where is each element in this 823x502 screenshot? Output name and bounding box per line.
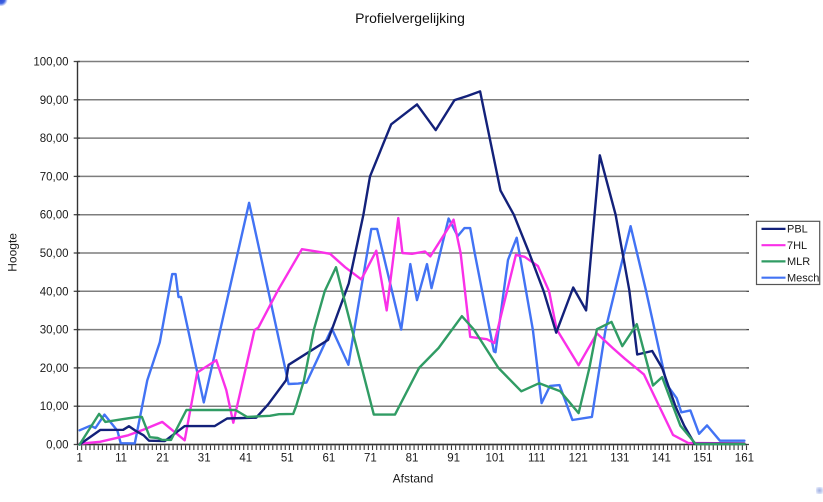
svg-text:71: 71	[364, 453, 377, 465]
svg-text:21: 21	[156, 453, 169, 465]
svg-text:80,00: 80,00	[40, 133, 69, 145]
svg-text:30,00: 30,00	[40, 325, 69, 337]
svg-text:31: 31	[198, 453, 211, 465]
svg-text:121: 121	[569, 453, 588, 465]
svg-text:60,00: 60,00	[40, 210, 69, 222]
svg-text:111: 111	[528, 453, 545, 465]
svg-text:MLR: MLR	[787, 256, 810, 268]
svg-text:Hoogte: Hoogte	[6, 233, 20, 272]
svg-text:81: 81	[406, 453, 419, 465]
svg-text:10,00: 10,00	[40, 401, 69, 413]
svg-text:Mesch: Mesch	[787, 273, 819, 285]
svg-text:100,00: 100,00	[33, 57, 68, 69]
svg-text:151: 151	[693, 453, 712, 465]
svg-text:161: 161	[735, 453, 754, 465]
svg-text:91: 91	[447, 453, 460, 465]
svg-text:70,00: 70,00	[40, 171, 69, 183]
svg-text:0,00: 0,00	[46, 440, 68, 452]
svg-text:PBL: PBL	[787, 224, 808, 236]
svg-text:90,00: 90,00	[40, 95, 69, 107]
svg-text:131: 131	[610, 453, 629, 465]
svg-text:1: 1	[76, 453, 82, 465]
svg-text:101: 101	[486, 453, 505, 465]
svg-text:11: 11	[115, 453, 127, 465]
svg-text:51: 51	[281, 453, 294, 465]
svg-text:20,00: 20,00	[40, 363, 69, 375]
svg-text:Afstand: Afstand	[393, 472, 434, 486]
svg-text:41: 41	[239, 453, 252, 465]
svg-text:Profielvergelijking: Profielvergelijking	[355, 10, 465, 26]
svg-text:7HL: 7HL	[787, 240, 807, 252]
svg-text:50,00: 50,00	[40, 248, 69, 260]
svg-text:141: 141	[652, 453, 671, 465]
svg-text:40,00: 40,00	[40, 286, 69, 298]
svg-text:61: 61	[323, 453, 336, 465]
